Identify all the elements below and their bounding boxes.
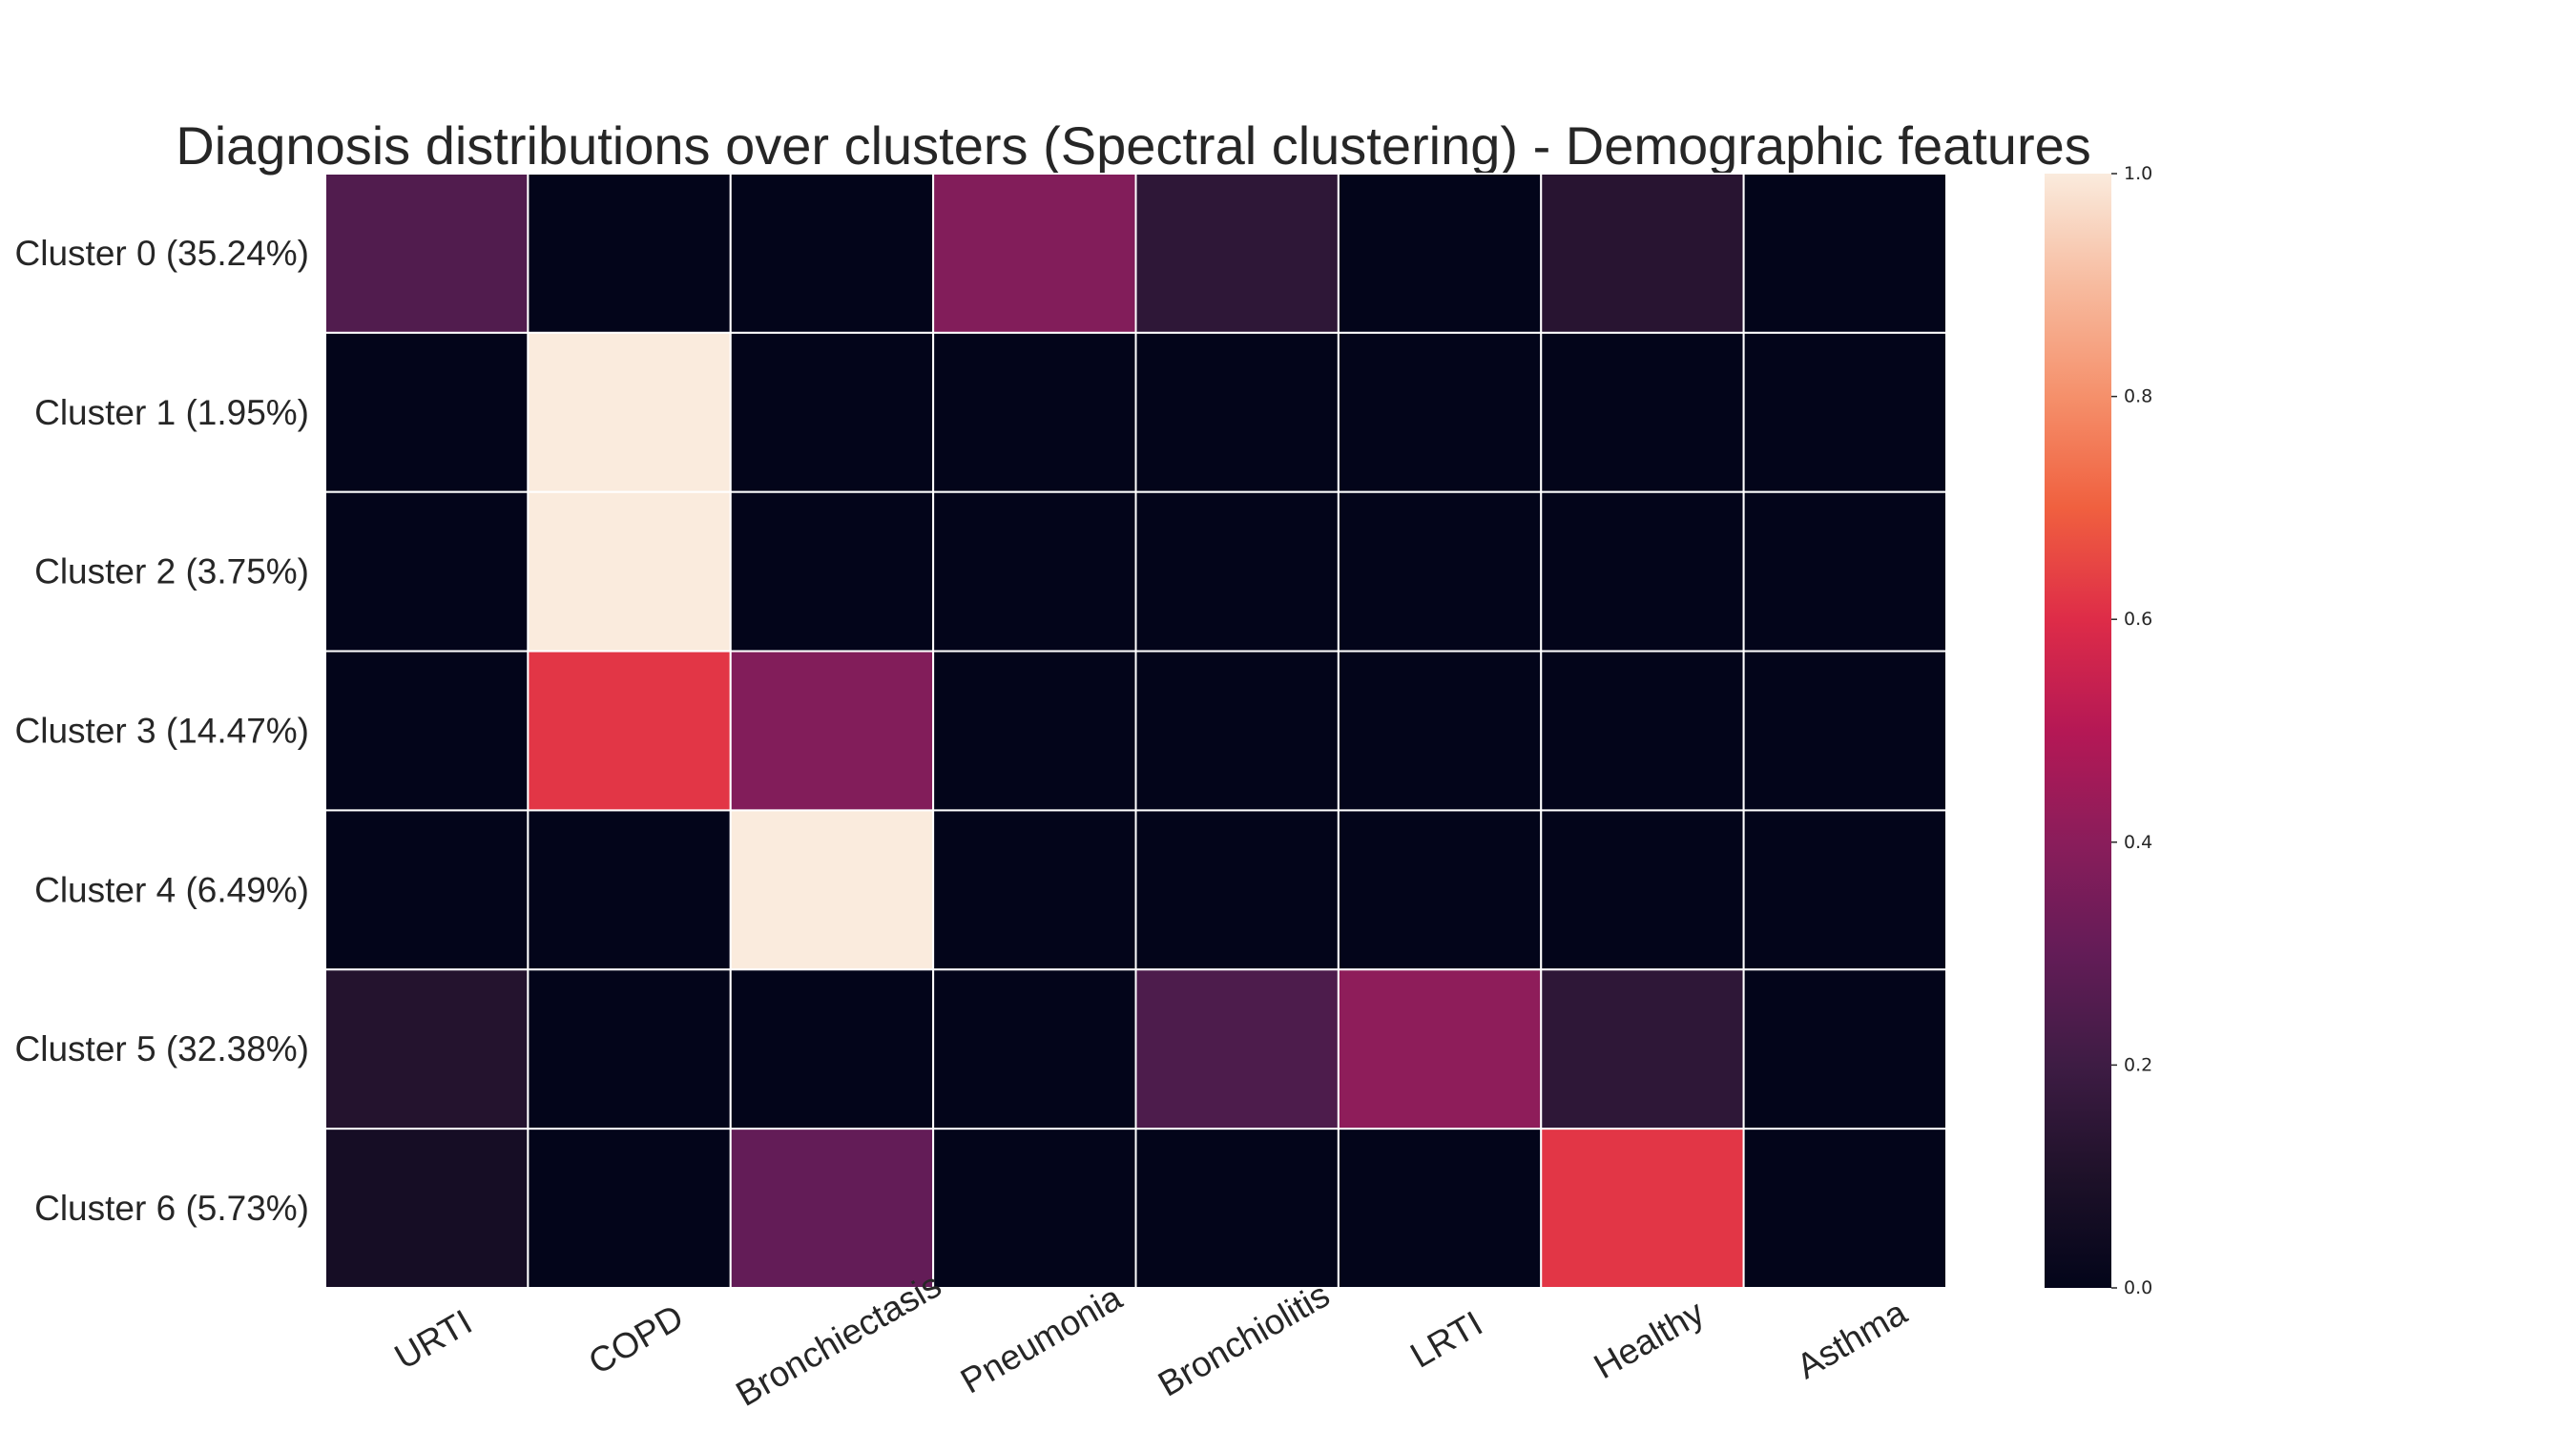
heatmap-cell xyxy=(527,173,732,334)
heatmap-cell xyxy=(1337,809,1543,971)
row-label: Cluster 5 (32.38%) xyxy=(15,1029,309,1068)
colorbar-tick-label: 0.6 xyxy=(2124,609,2152,630)
heatmap-cell xyxy=(1742,650,1947,812)
colorbar-tick-label: 0.0 xyxy=(2124,1277,2152,1298)
heatmap-cell xyxy=(324,968,530,1130)
colorbar-tick-label: 1.0 xyxy=(2124,163,2152,184)
colorbar xyxy=(2045,174,2111,1288)
heatmap-cell xyxy=(1337,331,1543,493)
heatmap-cell xyxy=(1134,968,1340,1130)
heatmap-cell xyxy=(1540,173,1745,334)
heatmap-cell xyxy=(1337,1128,1543,1289)
chart-title: Diagnosis distributions over clusters (S… xyxy=(176,115,2091,176)
heatmap-cell xyxy=(932,331,1137,493)
heatmap-cell xyxy=(1742,331,1947,493)
heatmap-cell xyxy=(729,968,935,1130)
heatmap-cell xyxy=(324,173,530,334)
row-label: Cluster 6 (5.73%) xyxy=(34,1189,309,1228)
row-label: Cluster 1 (1.95%) xyxy=(34,393,309,432)
heatmap-cell xyxy=(324,490,530,653)
colorbar-gradient xyxy=(2045,174,2111,1288)
heatmap-cell xyxy=(324,650,530,812)
heatmap-cell xyxy=(1540,490,1745,653)
column-label: LRTI xyxy=(1403,1303,1488,1375)
heatmap-cell xyxy=(324,331,530,493)
column-label: URTI xyxy=(388,1302,479,1377)
heatmap-cell xyxy=(729,173,935,334)
heatmap-cell xyxy=(527,331,732,493)
heatmap-cell xyxy=(1540,1128,1745,1289)
heatmap-cell xyxy=(932,1128,1137,1289)
heatmap-cell xyxy=(527,809,732,971)
heatmap-cell xyxy=(1134,1128,1340,1289)
heatmap-cells xyxy=(324,173,1947,1289)
row-label: Cluster 0 (35.24%) xyxy=(15,234,309,273)
heatmap-cell xyxy=(932,490,1137,653)
heatmap-cell xyxy=(324,1128,530,1289)
heatmap-cell xyxy=(1742,1128,1947,1289)
row-label: Cluster 3 (14.47%) xyxy=(15,712,309,751)
heatmap-cell xyxy=(932,173,1137,334)
heatmap-cell xyxy=(1337,968,1543,1130)
heatmap-cell xyxy=(1134,331,1340,493)
heatmap-cell xyxy=(527,1128,732,1289)
heatmap-cell xyxy=(1134,490,1340,653)
heatmap-cell xyxy=(729,1128,935,1289)
heatmap-cell xyxy=(1742,809,1947,971)
heatmap-cell xyxy=(1134,173,1340,334)
heatmap-cell xyxy=(932,650,1137,812)
colorbar-ticks: 0.0 0.2 0.4 0.6 0.8 1.0 xyxy=(2111,163,2152,1298)
heatmap-cell xyxy=(1742,490,1947,653)
heatmap-cell xyxy=(1337,490,1543,653)
heatmap-cell xyxy=(1134,650,1340,812)
heatmap-cell xyxy=(324,809,530,971)
colorbar-tick-label: 0.2 xyxy=(2124,1054,2152,1075)
heatmap-cell xyxy=(527,968,732,1130)
heatmap-cell xyxy=(729,809,935,971)
column-label: Healthy xyxy=(1588,1293,1712,1386)
heatmap-cell xyxy=(1337,650,1543,812)
heatmap-cell xyxy=(1540,968,1745,1130)
row-label: Cluster 4 (6.49%) xyxy=(34,870,309,909)
heatmap-cell xyxy=(729,331,935,493)
column-label: Asthma xyxy=(1790,1293,1913,1386)
heatmap-cell xyxy=(932,809,1137,971)
heatmap-cell xyxy=(527,650,732,812)
heatmap-cell xyxy=(1540,331,1745,493)
heatmap-cell xyxy=(932,968,1137,1130)
colorbar-tick-label: 0.4 xyxy=(2124,832,2152,853)
heatmap-cell xyxy=(729,650,935,812)
column-label: Pneumonia xyxy=(954,1277,1129,1400)
colorbar-tick-label: 0.8 xyxy=(2124,386,2152,407)
heatmap-cell xyxy=(1134,809,1340,971)
row-label: Cluster 2 (3.75%) xyxy=(34,552,309,591)
heatmap-cell xyxy=(1540,650,1745,812)
heatmap-cell xyxy=(1742,173,1947,334)
column-label: Bronchiolitis xyxy=(1152,1275,1336,1403)
heatmap-cell xyxy=(1337,173,1543,334)
heatmap-cell xyxy=(1742,968,1947,1130)
column-label: COPD xyxy=(582,1297,690,1382)
heatmap-cell xyxy=(527,490,732,653)
heatmap-cell xyxy=(1540,809,1745,971)
heatmap-cell xyxy=(729,490,935,653)
row-labels: Cluster 0 (35.24%) Cluster 1 (1.95%) Clust… xyxy=(15,234,309,1228)
